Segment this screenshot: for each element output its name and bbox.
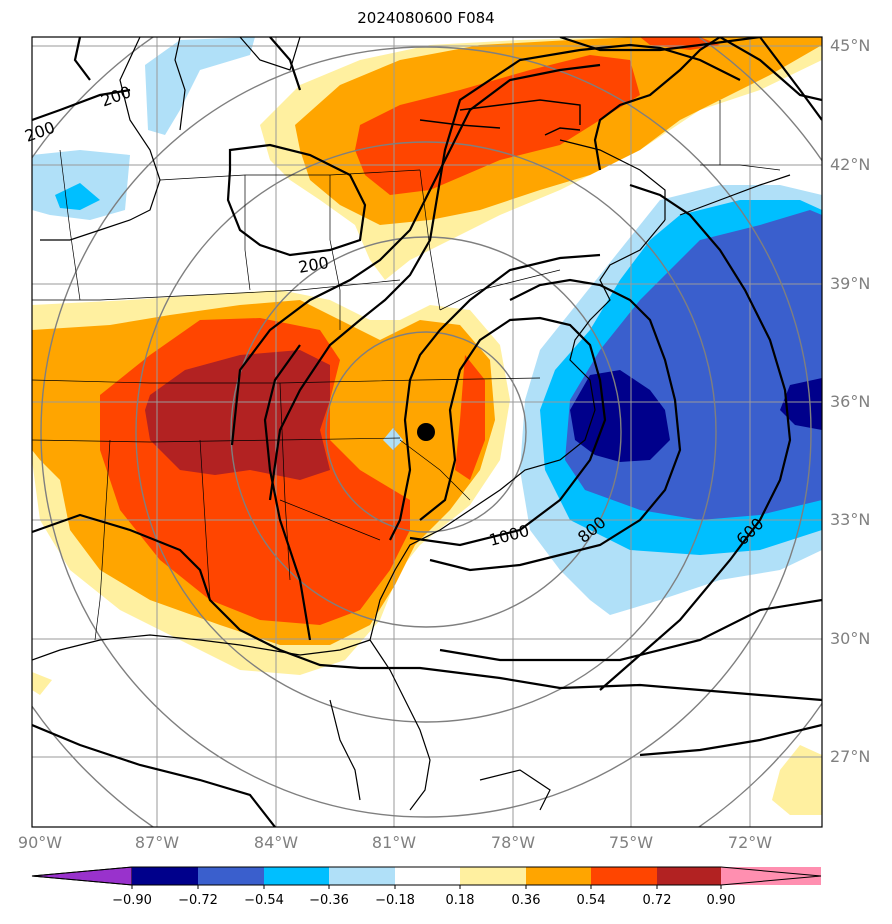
colorbar-bin [264,867,329,885]
colorbar-bin [657,867,721,885]
colorbar-bin [526,867,591,885]
state-borders [32,100,781,641]
lat-label-39n: 39°N [830,274,871,293]
colorbar-bin [460,867,526,885]
colorbar-bin [132,867,198,885]
colorbar-bin [329,867,395,885]
lon-label-75w: 75°W [608,833,654,852]
lat-label-30n: 30°N [830,629,871,648]
lon-label-81w: 81°W [371,833,417,852]
colorbar-bin [591,867,657,885]
minor-contours [419,99,581,136]
colorbar-tick-label: −0.90 [112,893,152,908]
colorbar-bin [721,867,821,885]
lon-label-90w: 90°W [17,833,63,852]
lat-label-45n: 45°N [830,36,871,55]
storm-center-marker [417,423,435,441]
colorbar-tick-label: −0.36 [309,893,349,908]
colorbar-tick-label: 0.90 [706,893,736,908]
colorbar-tick-label: 0.36 [511,893,541,908]
lon-label-87w: 87°W [134,833,180,852]
lon-label-78w: 78°W [490,833,536,852]
map-title: 2024080600 F084 [357,9,495,27]
lat-label-33n: 33°N [830,510,871,529]
shading-negative [32,37,822,615]
lon-label-84w: 84°W [253,833,299,852]
height-contours [32,37,822,827]
colorbar-bin [395,867,460,885]
colorbar-tick-label: −0.18 [375,893,415,908]
colorbar-extend-low [31,866,133,886]
colorbar-tick-label: 0.72 [642,893,672,908]
colorbar-bin [198,867,264,885]
colorbar-tick-label: −0.72 [178,893,218,908]
lon-label-72w: 72°W [727,833,773,852]
map-frame [31,36,823,828]
colorbar [31,866,822,889]
colorbar-tick-label: 0.18 [445,893,475,908]
graticule [32,37,822,827]
lat-label-27n: 27°N [830,747,871,766]
colorbar-tick-label: −0.54 [244,893,284,908]
colorbar-tick-label: 0.54 [576,893,606,908]
lat-label-42n: 42°N [830,155,871,174]
coastlines [32,37,791,811]
lat-label-36n: 36°N [830,392,871,411]
